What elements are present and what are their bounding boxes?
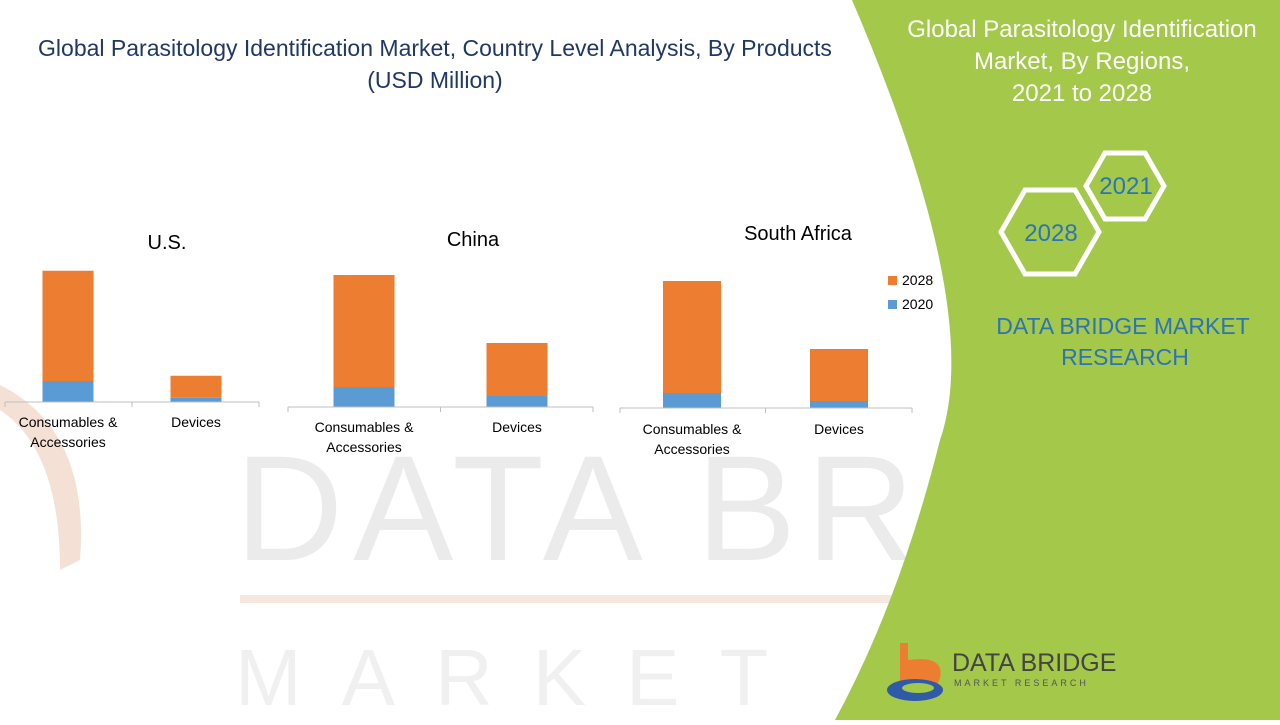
bar-2020 <box>333 387 395 407</box>
chart-legend: 2028 2020 <box>888 272 933 312</box>
logo-tagline: MARKET RESEARCH <box>954 678 1089 688</box>
legend-label: 2020 <box>902 296 933 312</box>
logo-name: DATA BRIDGE <box>952 649 1116 677</box>
green-panel <box>835 0 1280 720</box>
category-label: Consumables & Accessories <box>643 421 742 457</box>
category-label: Devices <box>492 419 542 435</box>
hexagon-2028-icon <box>998 187 1102 277</box>
brand-text: DATA BRIDGE MARKET RESEARCH <box>996 313 1249 370</box>
watermark-swoosh <box>0 385 81 570</box>
page-title-line1: Global Parasitology Identification Marke… <box>38 35 832 61</box>
chart-0: U.S. Consumables & Accessories Devices <box>4 232 260 450</box>
bar-2020 <box>810 401 868 408</box>
brand-text-line1: DATA BRIDGE MARKET <box>996 313 1249 339</box>
category-label: Devices <box>814 421 864 437</box>
bar-2028 <box>333 275 395 387</box>
category-label: Devices <box>171 414 221 430</box>
legend-swatch <box>888 300 897 309</box>
chart-title: U.S. <box>148 232 187 254</box>
page-title: Global Parasitology Identification Marke… <box>38 35 832 93</box>
bar-2028 <box>663 281 721 393</box>
category-label: Consumables & Accessories <box>19 414 118 450</box>
bar-2020 <box>663 393 721 408</box>
hexagon-2028-label: 2028 <box>1024 220 1077 247</box>
bar-2028 <box>42 270 94 381</box>
chart-2: South Africa Consumables & Accessories Devi… <box>619 223 913 457</box>
bar-2028 <box>810 349 868 401</box>
legend-swatch <box>888 276 897 285</box>
panel-title-line3: 2021 to 2028 <box>1012 80 1152 107</box>
bar-2020 <box>486 396 548 407</box>
data-bridge-logo-icon <box>887 643 943 701</box>
data-bridge-logo: DATA BRIDGE MARKET RESEARCH <box>887 643 1116 701</box>
bar-2020 <box>42 381 94 402</box>
panel-title-line2: Market, By Regions, <box>974 48 1190 75</box>
chart-1: China Consumables & Accessories Devices <box>287 229 594 455</box>
page-title-line2: (USD Million) <box>367 67 502 93</box>
year-hexagons: 2021 2028 <box>998 150 1167 277</box>
category-label: Consumables & Accessories <box>315 419 414 455</box>
panel-title-line1: Global Parasitology Identification <box>907 16 1257 43</box>
panel-title: Global Parasitology Identification Marke… <box>907 16 1257 107</box>
hexagon-2021-icon <box>1083 150 1167 222</box>
charts: U.S.Consumables & AccessoriesDevicesChina… <box>4 223 913 457</box>
bar-2028 <box>486 343 548 396</box>
chart-title: China <box>447 229 500 251</box>
watermark-divider <box>240 595 1095 603</box>
hexagon-2021-label: 2021 <box>1099 173 1152 200</box>
legend-label: 2028 <box>902 272 933 288</box>
bar-2020 <box>170 397 222 402</box>
bar-2028 <box>170 375 222 398</box>
brand-text-line2: RESEARCH <box>1061 344 1189 370</box>
chart-title: South Africa <box>744 223 853 245</box>
